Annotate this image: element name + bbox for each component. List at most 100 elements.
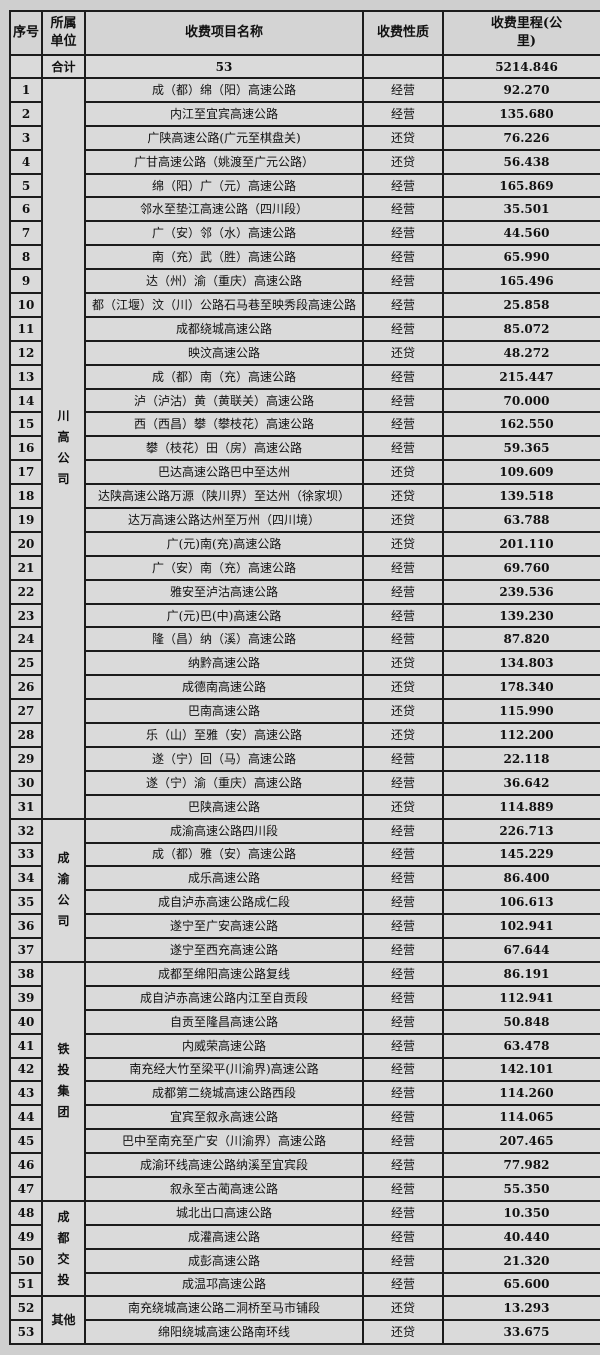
row-seq: 40 xyxy=(9,1008,43,1035)
row-nature: 经营 xyxy=(362,817,444,844)
total-seq xyxy=(9,54,43,79)
row-mileage: 85.072 xyxy=(442,315,600,342)
row-seq: 36 xyxy=(9,913,43,940)
row-mileage: 40.440 xyxy=(442,1223,600,1250)
row-mileage: 112.200 xyxy=(442,722,600,748)
table-row: 41 内威荣高速公路 经营 63.478 xyxy=(9,1032,600,1059)
row-seq: 35 xyxy=(9,889,43,916)
unit-label: 成渝公司 xyxy=(57,851,70,929)
row-name: 乐（山）至雅（安）高速公路 xyxy=(84,722,364,748)
table-row: 19 达万高速公路达州至万州（四川境） 还贷 63.788 xyxy=(9,507,600,533)
row-seq: 26 xyxy=(9,674,43,701)
row-nature: 经营 xyxy=(362,745,444,772)
row-seq: 22 xyxy=(9,578,43,605)
row-seq: 25 xyxy=(9,650,43,677)
table-row: 12 映汶高速公路 还贷 48.272 xyxy=(9,339,600,366)
header-nature: 收费性质 xyxy=(362,10,444,56)
row-name: 成都第二绕城高速公路西段 xyxy=(84,1080,364,1107)
row-mileage: 22.118 xyxy=(442,745,600,772)
row-seq: 1 xyxy=(9,77,43,103)
row-name: 自贡至隆昌高速公路 xyxy=(84,1008,364,1035)
row-mileage: 56.438 xyxy=(442,148,600,175)
row-seq: 21 xyxy=(9,554,43,581)
row-nature: 经营 xyxy=(362,1152,444,1178)
row-seq: 50 xyxy=(9,1247,43,1274)
row-seq: 13 xyxy=(9,363,43,390)
row-seq: 5 xyxy=(9,172,43,199)
row-seq: 30 xyxy=(9,769,43,796)
row-mileage: 226.713 xyxy=(442,817,600,844)
row-seq: 41 xyxy=(9,1032,43,1059)
row-name: 遂（宁）渝（重庆）高速公路 xyxy=(84,769,364,796)
row-seq: 18 xyxy=(9,483,43,510)
row-nature: 经营 xyxy=(362,769,444,796)
row-nature: 还贷 xyxy=(362,530,444,557)
row-name: 雅安至泸沽高速公路 xyxy=(84,578,364,605)
row-mileage: 86.400 xyxy=(442,865,600,892)
row-nature: 经营 xyxy=(362,172,444,199)
table-row: 9 达（州）渝（重庆）高速公路 经营 165.496 xyxy=(9,268,600,295)
row-nature: 还贷 xyxy=(362,483,444,510)
row-nature: 经营 xyxy=(362,626,444,653)
row-mileage: 70.000 xyxy=(442,387,600,414)
row-name: 泸（泸沽）黄（黄联关）高速公路 xyxy=(84,387,364,414)
row-nature: 还贷 xyxy=(362,1295,444,1322)
header-row: 序号 所属单位 收费项目名称 收费性质 收费里程(公里) xyxy=(9,10,600,56)
row-name: 广（安）南（充）高速公路 xyxy=(84,554,364,581)
table-row: 32 成渝公司 成渝高速公路四川段 经营 226.713 xyxy=(9,817,600,963)
row-mileage: 86.191 xyxy=(442,960,600,987)
toll-road-table: 序号 所属单位 收费项目名称 收费性质 收费里程(公里) 合计 53 5214.… xyxy=(9,10,600,1346)
total-mileage: 5214.846 xyxy=(442,54,600,79)
row-seq: 47 xyxy=(9,1175,43,1202)
row-mileage: 207.465 xyxy=(442,1128,600,1155)
row-seq: 19 xyxy=(9,507,43,533)
row-unit: 成都交投 xyxy=(41,1199,86,1298)
row-name: 成都绕城高速公路 xyxy=(84,315,364,342)
row-seq: 43 xyxy=(9,1080,43,1107)
row-name: 成自泸赤高速公路成仁段 xyxy=(84,889,364,916)
total-row: 合计 53 5214.846 xyxy=(9,54,600,79)
row-mileage: 165.869 xyxy=(442,172,600,199)
row-seq: 4 xyxy=(9,148,43,175)
row-seq: 10 xyxy=(9,292,43,318)
row-mileage: 35.501 xyxy=(442,196,600,223)
row-seq: 44 xyxy=(9,1104,43,1131)
row-mileage: 139.518 xyxy=(442,483,600,510)
row-mileage: 77.982 xyxy=(442,1152,600,1178)
row-nature: 经营 xyxy=(362,1008,444,1035)
row-seq: 23 xyxy=(9,602,43,629)
table-row: 46 成渝环线高速公路纳溪至宜宾段 经营 77.982 xyxy=(9,1152,600,1178)
row-mileage: 106.613 xyxy=(442,889,600,916)
row-seq: 17 xyxy=(9,459,43,486)
row-nature: 还贷 xyxy=(362,459,444,486)
row-mileage: 215.447 xyxy=(442,363,600,390)
row-seq: 7 xyxy=(9,220,43,247)
row-name: 南充绕城高速公路二洞桥至马市铺段 xyxy=(84,1295,364,1322)
row-name: 内威荣高速公路 xyxy=(84,1032,364,1059)
table-row: 13 成（都）南（充）高速公路 经营 215.447 xyxy=(9,363,600,390)
row-name: 隆（昌）纳（溪）高速公路 xyxy=(84,626,364,653)
row-name: 城北出口高速公路 xyxy=(84,1199,364,1226)
row-name: 广(元)南(充)高速公路 xyxy=(84,530,364,557)
row-name: 遂宁至广安高速公路 xyxy=(84,913,364,940)
row-nature: 还贷 xyxy=(362,793,444,820)
table-row: 35 成自泸赤高速公路成仁段 经营 106.613 xyxy=(9,889,600,916)
row-name: 巴南高速公路 xyxy=(84,698,364,725)
row-name: 达陕高速公路万源（陕川界）至达州（徐家坝） xyxy=(84,483,364,510)
unit-label: 铁投集团 xyxy=(57,1042,70,1120)
row-nature: 经营 xyxy=(362,220,444,247)
row-name: 巴陕高速公路 xyxy=(84,793,364,820)
table-row: 22 雅安至泸沽高速公路 经营 239.536 xyxy=(9,578,600,605)
row-nature: 经营 xyxy=(362,554,444,581)
table-row: 11 成都绕城高速公路 经营 85.072 xyxy=(9,315,600,342)
row-mileage: 135.680 xyxy=(442,100,600,127)
row-name: 成（都）南（充）高速公路 xyxy=(84,363,364,390)
row-nature: 经营 xyxy=(362,1080,444,1107)
row-name: 广甘高速公路（姚渡至广元公路） xyxy=(84,148,364,175)
row-mileage: 112.941 xyxy=(442,984,600,1011)
row-mileage: 13.293 xyxy=(442,1295,600,1322)
row-name: 南充经大竹至梁平(川渝界)高速公路 xyxy=(84,1056,364,1083)
row-mileage: 50.848 xyxy=(442,1008,600,1035)
row-seq: 15 xyxy=(9,411,43,438)
row-name: 成（都）雅（安）高速公路 xyxy=(84,841,364,868)
